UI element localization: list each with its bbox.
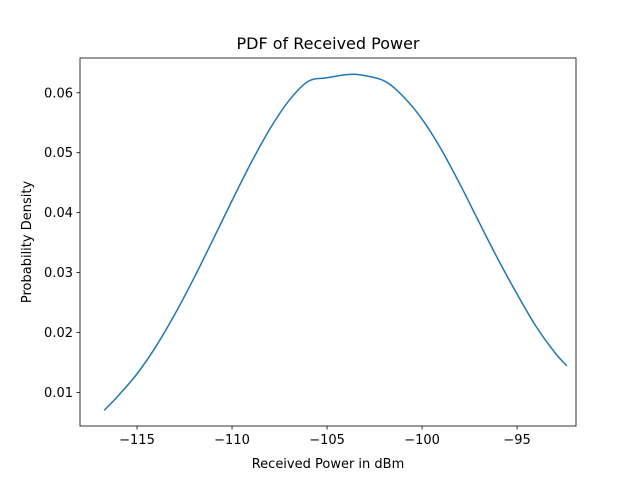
y-tick-label: 0.01: [44, 386, 73, 401]
x-axis-label: Received Power in dBm: [252, 457, 405, 472]
y-tick-label: 0.03: [44, 266, 73, 281]
y-axis-label: Probability Density: [20, 181, 35, 304]
y-tick-label: 0.04: [44, 206, 73, 221]
x-tick-label: −115: [119, 433, 155, 448]
y-tick-label: 0.05: [44, 146, 73, 161]
chart-title: PDF of Received Power: [236, 34, 419, 53]
series-line: [103, 73, 568, 411]
x-tick-label: −110: [214, 433, 250, 448]
x-tick-label: −95: [503, 433, 530, 448]
x-axis-ticks: −115 −110 −105 −100 −95: [119, 426, 531, 448]
x-tick-label: −100: [404, 433, 440, 448]
y-tick-label: 0.02: [44, 326, 73, 341]
x-tick-label: −105: [309, 433, 345, 448]
y-tick-label: 0.06: [44, 86, 73, 101]
y-axis-ticks: 0.01 0.02 0.03 0.04 0.05 0.06: [44, 86, 80, 401]
plot-frame: [79, 57, 577, 427]
